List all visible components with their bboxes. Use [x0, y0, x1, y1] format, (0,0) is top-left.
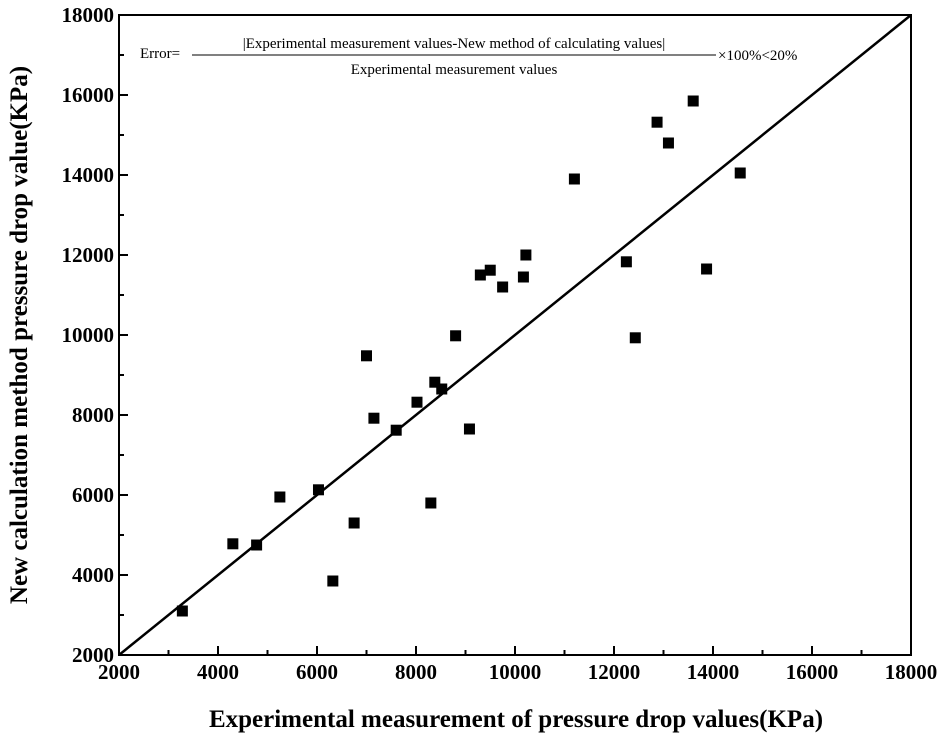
formula-prefix: Error=: [140, 46, 180, 62]
data-point: [368, 412, 380, 424]
y-tick-label: 4000: [72, 563, 114, 587]
y-tick-label: 18000: [62, 3, 115, 27]
data-point: [520, 249, 532, 261]
data-point: [651, 116, 663, 128]
data-point: [176, 605, 188, 617]
error-formula: Error= |Experimental measurement values-…: [140, 36, 797, 78]
data-points: [176, 95, 746, 617]
data-point: [484, 264, 496, 276]
data-point: [361, 350, 372, 362]
y-tick-labels: 2000 4000 6000 8000 10000 12000 14000 16000 1800…: [62, 3, 115, 667]
y-tick-label: 14000: [62, 163, 115, 187]
data-point: [227, 538, 239, 550]
data-point: [474, 269, 486, 281]
x-tick-label: 10000: [489, 660, 542, 684]
formula-suffix: ×100%<20%: [718, 48, 797, 64]
y-tick-label: 12000: [62, 243, 115, 267]
y-tick-label: 2000: [72, 643, 114, 667]
x-tick-label: 16000: [786, 660, 839, 684]
formula-denominator: Experimental measurement values: [351, 62, 558, 78]
x-tick-label: 12000: [588, 660, 641, 684]
data-point: [450, 330, 462, 342]
x-axis-title: Experimental measurement of pressure dro…: [209, 706, 823, 733]
data-point: [497, 281, 509, 293]
data-point: [517, 271, 529, 283]
data-point: [701, 263, 713, 275]
data-point: [327, 575, 339, 587]
x-tick-label: 8000: [395, 660, 437, 684]
y-axis-title: New calculation method pressure drop val…: [6, 66, 33, 604]
x-tick-label: 14000: [687, 660, 740, 684]
data-point: [436, 383, 448, 395]
data-point: [348, 517, 360, 529]
x-tick-label: 4000: [197, 660, 239, 684]
y-tick-label: 8000: [72, 403, 114, 427]
y-tick-label: 10000: [62, 323, 115, 347]
data-point: [390, 424, 402, 436]
plot-area-frame: [118, 14, 912, 656]
data-point: [568, 173, 580, 185]
data-point: [620, 256, 632, 268]
x-tick-labels: 2000 4000 6000 8000 10000 12000 14000 16000 1800…: [98, 660, 937, 684]
data-point: [429, 376, 441, 388]
formula-numerator: |Experimental measurement values-New met…: [243, 36, 666, 52]
data-point: [463, 423, 475, 435]
data-point: [312, 484, 324, 496]
x-tick-label: 18000: [885, 660, 938, 684]
reference-line-y-equals-x: [118, 14, 912, 656]
data-point: [629, 332, 641, 344]
x-tick-label: 6000: [296, 660, 338, 684]
data-point: [687, 95, 699, 107]
data-point: [411, 396, 423, 408]
y-tick-label: 16000: [62, 83, 115, 107]
data-point: [662, 137, 674, 149]
data-point: [425, 497, 437, 509]
y-tick-label: 6000: [72, 483, 114, 507]
data-point: [274, 491, 286, 503]
x-tick-label: 2000: [98, 660, 140, 684]
data-point: [251, 539, 263, 551]
data-point: [734, 167, 746, 179]
